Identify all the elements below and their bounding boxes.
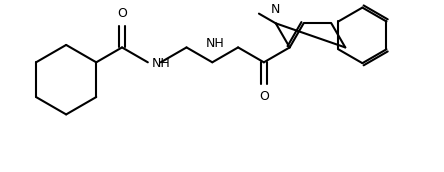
Text: NH: NH bbox=[206, 37, 224, 50]
Text: N: N bbox=[271, 3, 281, 16]
Text: O: O bbox=[117, 7, 127, 20]
Text: O: O bbox=[259, 90, 269, 103]
Text: NH: NH bbox=[152, 57, 170, 70]
